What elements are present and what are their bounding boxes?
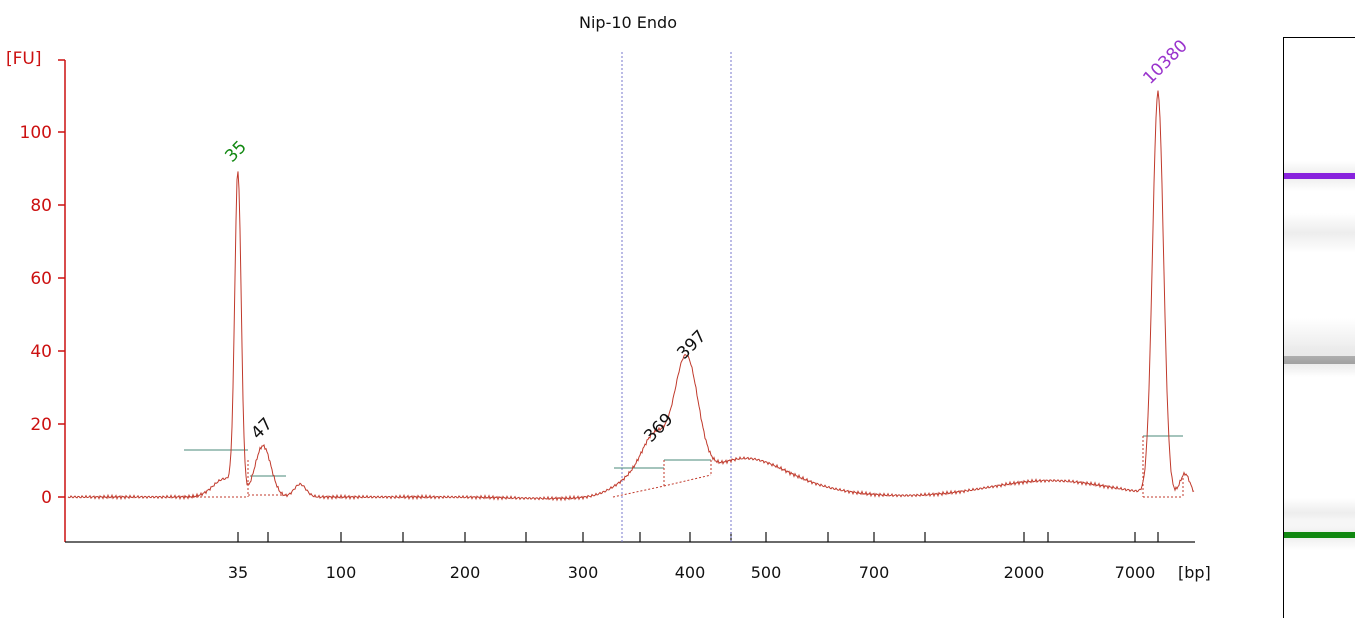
trace-line — [67, 90, 1195, 502]
x-ticks: 35 100 200 300 400 500 700 2000 7000 — [228, 532, 1159, 582]
y-axis-label: [FU] — [6, 49, 42, 69]
x-tick-label: 200 — [450, 563, 481, 582]
x-tick-label: 700 — [859, 563, 890, 582]
peak-label: 47 — [247, 414, 276, 443]
x-tick-label: 35 — [228, 563, 248, 582]
y-tick-label: 40 — [30, 342, 52, 362]
x-tick-label: 2000 — [1004, 563, 1045, 582]
virtual-gel-lane — [1283, 37, 1355, 618]
peak-label: 35 — [221, 137, 250, 166]
x-axis-label: [bp] — [1178, 563, 1211, 582]
y-tick-label: 60 — [30, 269, 52, 289]
peak-labels: 35 47 369 397 10380 — [221, 36, 1191, 446]
gel-band-upper-marker — [1284, 173, 1355, 179]
x-tick-label: 300 — [568, 563, 599, 582]
gel-smear — [1284, 318, 1355, 378]
x-tick-label: 400 — [675, 563, 706, 582]
y-ticks: 0 20 40 60 80 100 — [20, 59, 65, 508]
peak-baselines — [184, 435, 1184, 498]
peak-label: 369 — [640, 409, 677, 446]
chart-title: Nip-10 Endo — [579, 13, 677, 32]
x-tick-label: 100 — [326, 563, 357, 582]
x-tick-label: 7000 — [1115, 563, 1156, 582]
y-tick-label: 80 — [30, 196, 52, 216]
peak-boundary-line — [612, 485, 665, 498]
gel-smear — [1284, 213, 1355, 253]
x-tick-label: 500 — [751, 563, 782, 582]
y-tick-label: 20 — [30, 415, 52, 435]
y-tick-label: 100 — [20, 123, 52, 143]
peak-boundary-line — [663, 474, 712, 487]
peak-label: 397 — [673, 326, 710, 363]
gel-smear — [1284, 498, 1355, 528]
y-tick-label: 0 — [41, 488, 52, 508]
peak-label: 10380 — [1139, 36, 1191, 88]
gel-band-lower-marker — [1284, 532, 1355, 538]
